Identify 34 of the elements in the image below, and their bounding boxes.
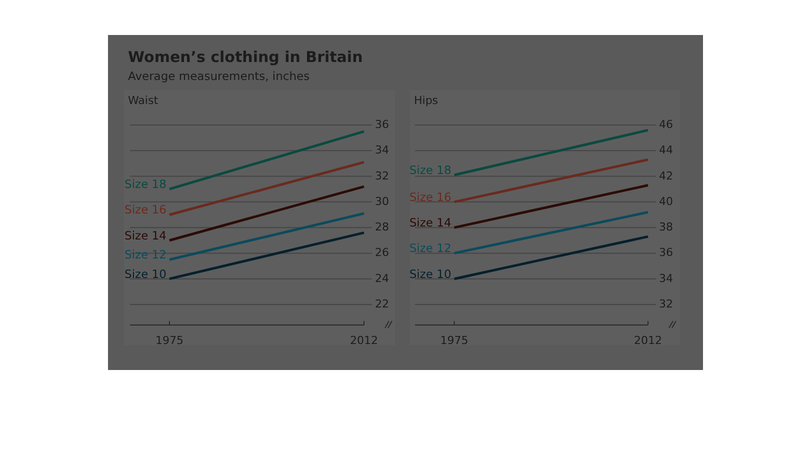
y-tick-label: 44 — [659, 144, 673, 157]
y-tick-label: 38 — [659, 220, 673, 234]
y-tick-label: 34 — [659, 272, 673, 285]
series-label: Size 16 — [124, 202, 166, 217]
series-label: Size 14 — [124, 228, 166, 242]
y-tick-label: 36 — [375, 118, 389, 132]
y-tick-label: 34 — [375, 144, 389, 157]
y-axis-title: Hips — [414, 94, 438, 107]
x-tick-label: 1975 — [440, 334, 468, 347]
series-label: Size 12 — [409, 241, 452, 256]
y-tick-label: 28 — [375, 220, 389, 234]
y-tick-label: 32 — [659, 297, 673, 311]
y-tick-label: 36 — [659, 246, 673, 260]
series-label: Size 10 — [124, 266, 166, 281]
y-axis-title: Waist — [128, 94, 159, 107]
y-tick-label: 46 — [659, 118, 673, 132]
y-tick-label: 40 — [659, 194, 673, 208]
y-tick-label: 32 — [375, 169, 389, 182]
series-label: Size 12 — [124, 248, 166, 262]
series-label: Size 14 — [409, 216, 452, 230]
y-tick-label: 24 — [375, 272, 389, 285]
y-tick-label: 30 — [375, 194, 389, 208]
series-label: Size 18 — [124, 177, 166, 192]
chart-title: Women’s clothing in Britain — [128, 48, 363, 66]
series-label: Size 16 — [409, 190, 452, 204]
chart-subtitle: Average measurements, inches — [128, 69, 310, 83]
x-tick-label: 2012 — [350, 334, 378, 347]
x-tick-label: 2012 — [634, 334, 662, 347]
series-label: Size 10 — [409, 266, 452, 281]
y-tick-label: 26 — [375, 246, 389, 260]
y-tick-label: 22 — [375, 297, 389, 311]
y-tick-label: 42 — [659, 169, 673, 182]
x-tick-label: 1975 — [155, 334, 184, 347]
series-label: Size 18 — [409, 163, 452, 177]
